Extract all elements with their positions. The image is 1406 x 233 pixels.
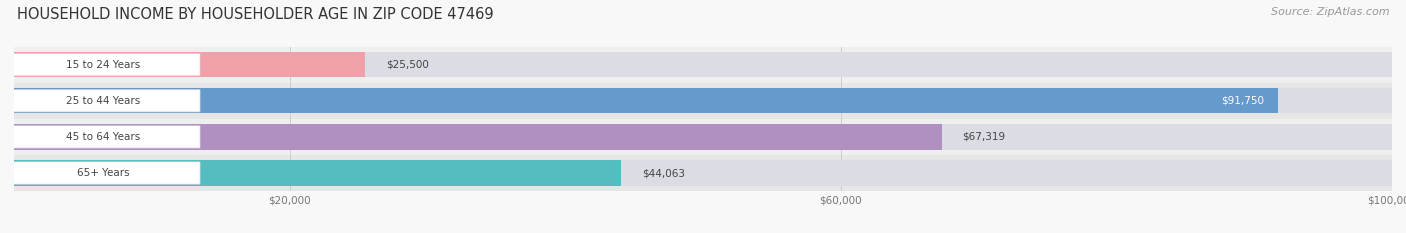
Text: $44,063: $44,063 [643,168,685,178]
FancyBboxPatch shape [7,162,200,184]
Text: $67,319: $67,319 [962,132,1005,142]
Bar [14,155,1392,191]
Text: 15 to 24 Years: 15 to 24 Years [66,60,141,70]
Bar [14,160,621,186]
Text: $25,500: $25,500 [387,60,429,70]
Text: 45 to 64 Years: 45 to 64 Years [66,132,141,142]
Text: HOUSEHOLD INCOME BY HOUSEHOLDER AGE IN ZIP CODE 47469: HOUSEHOLD INCOME BY HOUSEHOLDER AGE IN Z… [17,7,494,22]
FancyBboxPatch shape [7,53,200,76]
Text: 25 to 44 Years: 25 to 44 Years [66,96,141,106]
Bar [14,88,1392,113]
Text: 65+ Years: 65+ Years [77,168,129,178]
Text: Source: ZipAtlas.com: Source: ZipAtlas.com [1271,7,1389,17]
FancyBboxPatch shape [7,89,200,112]
Bar [14,52,366,77]
Bar [14,83,1392,119]
Text: $91,750: $91,750 [1222,96,1264,106]
Bar [14,124,1392,150]
Bar [14,47,1392,83]
Bar [14,124,942,150]
Bar [14,160,1392,186]
FancyBboxPatch shape [7,126,200,148]
Bar [14,119,1392,155]
Bar [14,88,1278,113]
Bar [14,52,1392,77]
